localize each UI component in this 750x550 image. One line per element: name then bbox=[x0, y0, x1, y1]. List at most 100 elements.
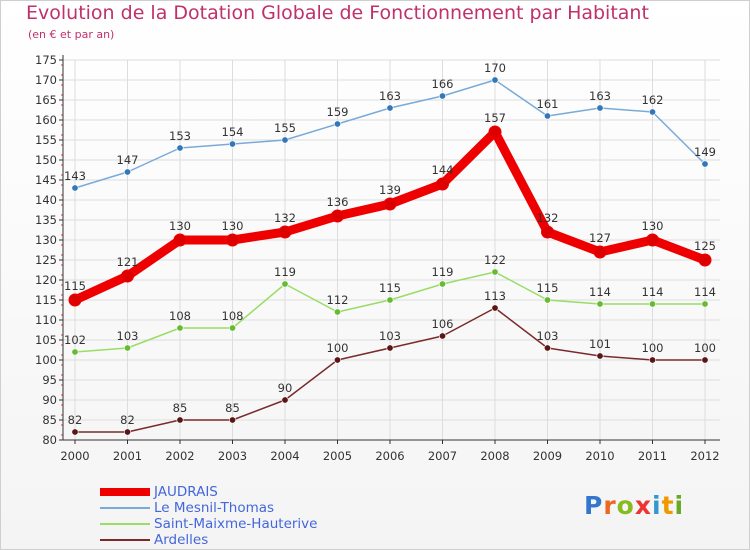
y-tick-label-7: 115 bbox=[35, 293, 57, 307]
y-tick-label-13: 145 bbox=[35, 173, 57, 187]
point-ardelles-7 bbox=[438, 332, 446, 340]
data-label-ardelles-0: 82 bbox=[68, 413, 83, 427]
legend-item-le-mesnil-thomas: Le Mesnil-Thomas bbox=[100, 500, 317, 516]
point-ardelles-6 bbox=[386, 344, 394, 352]
point-jaudrais-7 bbox=[436, 177, 449, 191]
x-tick-label-6: 2006 bbox=[375, 449, 404, 463]
point-saint-maixme-hauterive-7 bbox=[438, 280, 446, 288]
data-label-ardelles-3: 85 bbox=[225, 401, 240, 415]
y-tick-label-1: 85 bbox=[42, 413, 57, 427]
data-label-saint-maixme-hauterive-2: 108 bbox=[169, 309, 191, 323]
data-label-ardelles-5: 100 bbox=[327, 341, 349, 355]
point-ardelles-5 bbox=[333, 356, 341, 364]
point-jaudrais-6 bbox=[383, 197, 397, 211]
point-jaudrais-0 bbox=[68, 293, 82, 307]
data-label-ardelles-9: 103 bbox=[537, 329, 559, 343]
point-jaudrais-11 bbox=[646, 233, 659, 247]
point-jaudrais-12 bbox=[698, 253, 712, 267]
x-tick-label-2: 2002 bbox=[165, 449, 194, 463]
point-le-mesnil-thomas-3 bbox=[229, 140, 237, 148]
data-label-le-mesnil-thomas-10: 163 bbox=[589, 89, 611, 103]
legend-label-jaudrais: JAUDRAIS bbox=[154, 484, 218, 500]
data-label-ardelles-7: 106 bbox=[432, 317, 454, 331]
point-le-mesnil-thomas-9 bbox=[543, 112, 551, 120]
data-label-jaudrais-7: 144 bbox=[432, 163, 454, 177]
data-labels: 82 82 85 85 90 100 103 106 113 103 101 100 100 102 103… bbox=[64, 61, 716, 427]
x-tick-label-7: 2007 bbox=[428, 449, 457, 463]
legend-label-ardelles: Ardelles bbox=[154, 532, 209, 548]
point-jaudrais-8 bbox=[488, 125, 502, 139]
y-tick-label-6: 110 bbox=[35, 313, 57, 327]
data-label-ardelles-1: 82 bbox=[120, 413, 135, 427]
legend-item-saint-maixme-hauterive: Saint-Maixme-Hauterive bbox=[100, 516, 317, 532]
point-saint-maixme-hauterive-0 bbox=[71, 348, 79, 356]
point-jaudrais-2 bbox=[173, 233, 187, 247]
data-label-saint-maixme-hauterive-4: 119 bbox=[274, 265, 296, 279]
point-ardelles-0 bbox=[71, 428, 79, 436]
data-label-jaudrais-9: 132 bbox=[537, 211, 559, 225]
point-jaudrais-10 bbox=[593, 245, 607, 259]
point-le-mesnil-thomas-6 bbox=[386, 104, 394, 112]
data-label-saint-maixme-hauterive-3: 108 bbox=[222, 309, 244, 323]
point-ardelles-8 bbox=[491, 304, 499, 312]
data-label-ardelles-12: 100 bbox=[694, 341, 716, 355]
data-label-jaudrais-10: 127 bbox=[589, 231, 611, 245]
data-label-ardelles-8: 113 bbox=[484, 289, 506, 303]
data-label-saint-maixme-hauterive-9: 115 bbox=[537, 281, 559, 295]
data-label-le-mesnil-thomas-7: 166 bbox=[432, 77, 454, 91]
chart-title: Evolution de la Dotation Globale de Fonc… bbox=[26, 2, 649, 24]
y-tick-label-19: 175 bbox=[35, 53, 57, 67]
y-tick-label-2: 90 bbox=[42, 393, 57, 407]
grid-lines bbox=[63, 59, 720, 441]
data-label-saint-maixme-hauterive-5: 112 bbox=[327, 293, 349, 307]
y-tick-label-10: 130 bbox=[35, 233, 57, 247]
x-tick-label-10: 2010 bbox=[585, 449, 614, 463]
data-label-le-mesnil-thomas-5: 159 bbox=[327, 105, 349, 119]
x-tick-label-9: 2009 bbox=[533, 449, 562, 463]
legend-swatch-ardelles bbox=[100, 539, 150, 541]
x-tick-label-0: 2000 bbox=[60, 449, 89, 463]
x-tick-label-11: 2011 bbox=[638, 449, 667, 463]
point-le-mesnil-thomas-12 bbox=[701, 160, 709, 168]
legend-swatch-saint-maixme-hauterive bbox=[100, 523, 150, 525]
legend-label-saint-maixme-hauterive: Saint-Maixme-Hauterive bbox=[154, 516, 318, 532]
y-tick-label-5: 105 bbox=[35, 333, 57, 347]
data-label-jaudrais-3: 130 bbox=[222, 219, 244, 233]
axes: 80 85 90 95 100 105 110 115 120 125 130 135 140 145 15… bbox=[35, 53, 720, 463]
y-tick-label-4: 100 bbox=[35, 353, 57, 367]
point-jaudrais-1 bbox=[121, 269, 134, 283]
legend-swatch-le-mesnil-thomas bbox=[100, 507, 150, 509]
data-label-jaudrais-2: 130 bbox=[169, 219, 191, 233]
point-saint-maixme-hauterive-8 bbox=[491, 268, 499, 276]
y-tick-label-9: 125 bbox=[35, 253, 57, 267]
x-tick-label-5: 2005 bbox=[323, 449, 352, 463]
point-jaudrais-9 bbox=[541, 225, 554, 239]
data-label-le-mesnil-thomas-4: 155 bbox=[274, 121, 296, 135]
point-ardelles-11 bbox=[648, 356, 656, 364]
data-label-le-mesnil-thomas-0: 143 bbox=[64, 169, 86, 183]
y-tick-label-0: 80 bbox=[42, 433, 57, 447]
point-jaudrais-5 bbox=[331, 209, 344, 223]
point-saint-maixme-hauterive-10 bbox=[596, 300, 604, 308]
data-label-jaudrais-12: 125 bbox=[694, 239, 716, 253]
data-label-ardelles-11: 100 bbox=[642, 341, 664, 355]
legend: JAUDRAIS Le Mesnil-Thomas Saint-Maixme-Hau… bbox=[100, 484, 317, 548]
point-saint-maixme-hauterive-11 bbox=[648, 300, 656, 308]
data-label-ardelles-2: 85 bbox=[173, 401, 188, 415]
chart-subtitle: (en € et par an) bbox=[28, 28, 115, 41]
y-tick-label-14: 150 bbox=[35, 153, 57, 167]
data-label-ardelles-4: 90 bbox=[278, 381, 293, 395]
point-le-mesnil-thomas-11 bbox=[648, 108, 656, 116]
data-label-jaudrais-0: 115 bbox=[64, 279, 86, 293]
logo-letter-4: i bbox=[652, 491, 662, 520]
point-saint-maixme-hauterive-5 bbox=[333, 308, 341, 316]
x-tick-label-3: 2003 bbox=[218, 449, 247, 463]
point-saint-maixme-hauterive-9 bbox=[543, 296, 551, 304]
data-label-saint-maixme-hauterive-0: 102 bbox=[64, 333, 86, 347]
point-jaudrais-4 bbox=[278, 225, 292, 239]
y-tick-label-3: 95 bbox=[42, 373, 57, 387]
data-label-le-mesnil-thomas-12: 149 bbox=[694, 145, 716, 159]
data-label-saint-maixme-hauterive-11: 114 bbox=[642, 285, 664, 299]
y-tick-label-17: 165 bbox=[35, 93, 57, 107]
